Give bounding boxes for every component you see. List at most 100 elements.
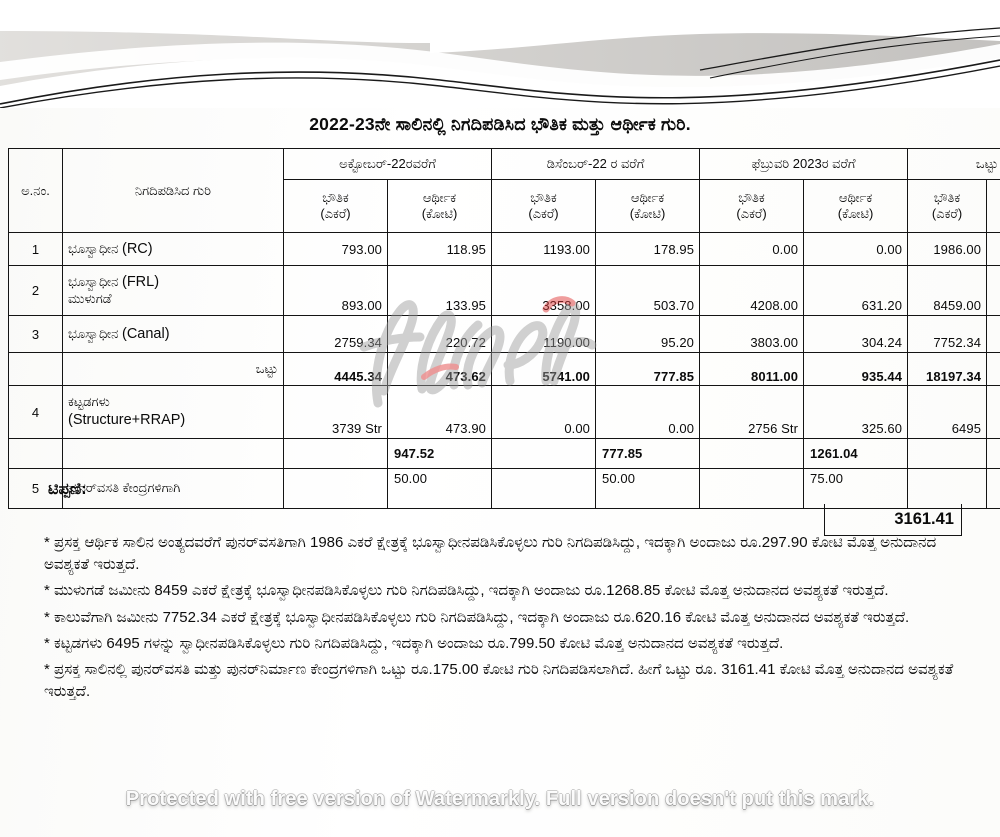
header-feb-physical-unit: (ಎಕರೆ) bbox=[736, 206, 767, 221]
decorative-banner bbox=[0, 0, 1000, 108]
rehab-oct-physical-blank bbox=[283, 468, 388, 509]
cell-struct-total-total-financial: 2986.41 bbox=[986, 438, 1000, 469]
cell-oct-financial: 220.72 bbox=[386, 315, 493, 353]
row-label-line1: ಭೂಸ್ವಾಧೀನ (FRL) bbox=[68, 273, 278, 292]
cell-dec-physical: 3358.00 bbox=[491, 265, 597, 316]
cell-struct-total-feb-financial: 1261.04 bbox=[803, 438, 909, 469]
note-item: * ಮುಳುಗಡೆ ಜಮೀನು 8459 ಎಕರೆ ಕ್ಷೇತ್ರಕ್ಕೆ ಭೂ… bbox=[44, 582, 889, 600]
header-total-financial-unit: (ಕೋಟಿ) bbox=[992, 206, 1000, 222]
table-row: 1 ಭೂಸ್ವಾಧೀನ (RC) 793.00 118.95 1193.00 1… bbox=[8, 232, 1000, 266]
cell-struct-total-oct-financial: 947.52 bbox=[386, 438, 493, 469]
header-period-february: ಫೆಬ್ರುವರಿ 2023ರ ವರೆಗೆ bbox=[699, 148, 909, 180]
grand-total-cell: 3161.41 bbox=[824, 504, 962, 536]
physical-financial-target-table: ಅ.ನಂ. ನಿಗದಿಪಡಿಸಿದ ಗುರಿ ಅಕ್ಟೋಬರ್-22ರವರೆಗೆ… bbox=[8, 148, 1000, 509]
struct-total-oct-physical-blank bbox=[283, 438, 388, 469]
row-sl: 4 bbox=[8, 385, 63, 439]
cell-total-physical: 6495 bbox=[907, 385, 988, 439]
watermarkly-text: Protected with free version of Watermark… bbox=[125, 787, 875, 810]
header-total-physical-text: ಭೌತಿಕ bbox=[933, 189, 961, 205]
struct-total-dec-physical-blank bbox=[491, 438, 597, 469]
row-label-line2: (Structure+RRAP) bbox=[68, 412, 186, 429]
header-oct-financial-unit: (ಕೋಟಿ) bbox=[421, 206, 458, 221]
cell-subtotal-feb-physical: 8011.00 bbox=[699, 352, 805, 386]
subtotal-label: ಒಟ್ಟು bbox=[62, 352, 284, 386]
rehab-total-physical-blank bbox=[907, 468, 988, 509]
header-period-december: ಡಿಸೆಂಬರ್-22 ರ ವರೆಗೆ bbox=[491, 148, 701, 180]
row-label: ಭೂಸ್ವಾಧೀನ (FRL) ಮುಳುಗಡೆ bbox=[62, 265, 284, 316]
table-header-group-row: ಅ.ನಂ. ನಿಗದಿಪಡಿಸಿದ ಗುರಿ ಅಕ್ಟೋಬರ್-22ರವರೆಗೆ… bbox=[8, 148, 1000, 233]
header-period-october: ಅಕ್ಟೋಬರ್-22ರವರೆಗೆ bbox=[282, 148, 493, 180]
header-oct-financial-text: ಆರ್ಥೀಕ bbox=[422, 189, 457, 205]
data-table: ಅ.ನಂ. ನಿಗದಿಪಡಿಸಿದ ಗುರಿ ಅಕ್ಟೋಬರ್-22ರವರೆಗೆ… bbox=[8, 148, 1000, 509]
row-label-line1: ಕಟ್ಟಡಗಳು bbox=[68, 394, 110, 410]
cell-subtotal-dec-financial: 777.85 bbox=[595, 352, 701, 386]
header-dec-financial-text: ಆರ್ಥೀಕ bbox=[630, 189, 665, 205]
cell-oct-physical: 893.00 bbox=[283, 265, 388, 316]
cell-oct-financial: 118.95 bbox=[386, 232, 493, 266]
table-header-sub-row: ಭೌತಿಕ (ಎಕರೆ) ಆರ್ಥೀಕ (ಕೋಟಿ) ಭೌತಿಕ (ಎಕರೆ) … bbox=[9, 179, 1000, 233]
cell-total-financial: 799.50 bbox=[986, 385, 1000, 439]
header-dec-physical: ಭೌತಿಕ (ಎಕರೆ) bbox=[491, 179, 597, 233]
cell-total-financial: 1268.85 bbox=[986, 265, 1000, 316]
header-oct-financial: ಆರ್ಥೀಕ (ಕೋಟಿ) bbox=[386, 179, 493, 233]
cell-feb-physical: 0.00 bbox=[699, 232, 805, 266]
header-feb-financial: ಆರ್ಥೀಕ (ಕೋಟಿ) bbox=[803, 179, 909, 233]
row-sl: 1 bbox=[8, 232, 63, 266]
row-sl: 5 bbox=[8, 468, 63, 509]
header-total-physical-unit: (ಎಕರೆ) bbox=[931, 206, 963, 221]
header-total-financial-text: ಆರ್ಥೀಕ bbox=[992, 190, 1000, 206]
cell-feb-physical: 4208.00 bbox=[699, 265, 805, 316]
cell-subtotal-total-financial: 2186.91 bbox=[986, 352, 1000, 386]
table-row: 4 ಕಟ್ಟಡಗಳು (Structure+RRAP) 3739 Str 473… bbox=[8, 385, 1000, 439]
rehab-dec-physical-blank bbox=[491, 468, 597, 509]
cell-rehab-feb-financial: 75.00 bbox=[803, 468, 909, 509]
header-feb-financial-unit: (ಕೋಟಿ) bbox=[837, 206, 874, 221]
cell-dec-financial: 0.00 bbox=[595, 385, 701, 439]
row-label-latin: (RC) bbox=[122, 240, 153, 257]
row-label-latin: (FRL) bbox=[122, 273, 160, 290]
cell-total-physical: 7752.34 bbox=[907, 315, 988, 353]
header-oct-physical: ಭೌತಿಕ (ಎಕರೆ) bbox=[283, 179, 388, 233]
note-item: * ಕಾಲುವೆಗಾಗಿ ಜಮೀನು 7752.34 ಎಕರೆ ಕ್ಷೇತ್ರಕ… bbox=[44, 608, 910, 626]
struct-total-feb-physical-blank bbox=[699, 438, 805, 469]
cell-dec-financial: 95.20 bbox=[595, 315, 701, 353]
cell-total-financial: 620.16 bbox=[986, 315, 1000, 353]
cell-total-physical: 1986.00 bbox=[907, 232, 988, 266]
cell-subtotal-total-physical: 18197.34 bbox=[907, 352, 988, 386]
note-item: * ಕಟ್ಟಡಗಳು 6495 ಗಳನ್ನು ಸ್ವಾಧೀನಪಡಿಸಿಕೊಳ್ಳ… bbox=[44, 634, 784, 652]
cell-rehab-total-financial: 175.00 bbox=[986, 468, 1000, 509]
cell-feb-physical: 2756 Str bbox=[699, 385, 805, 439]
cell-dec-physical: 0.00 bbox=[491, 385, 597, 439]
cell-dec-physical: 1190.00 bbox=[491, 315, 597, 353]
cell-feb-physical: 3803.00 bbox=[699, 315, 805, 353]
cell-oct-physical: 2759.34 bbox=[283, 315, 388, 353]
watermarkly-banner: Protected with free version of Watermark… bbox=[0, 782, 1000, 816]
struct-total-label-blank bbox=[62, 438, 284, 469]
cell-feb-financial: 631.20 bbox=[803, 265, 909, 316]
row-sl: 3 bbox=[8, 315, 63, 353]
cell-oct-physical: 793.00 bbox=[283, 232, 388, 266]
table-row: 5 ಪುನರ್‌ವಸತಿ ಕೇಂದ್ರಗಳಿಗಾಗಿ 50.00 50.00 7… bbox=[8, 468, 1000, 509]
cell-subtotal-dec-physical: 5741.00 bbox=[491, 352, 597, 386]
table-subtotal-row: ಒಟ್ಟು 4445.34 473.62 5741.00 777.85 8011… bbox=[8, 352, 1000, 386]
row-label-line2: ಮುಳುಗಡೆ bbox=[68, 291, 112, 307]
cell-feb-financial: 0.00 bbox=[803, 232, 909, 266]
row-label-kn: ಭೂಸ್ವಾಧೀನ bbox=[68, 240, 119, 256]
cell-struct-total-dec-financial: 777.85 bbox=[595, 438, 701, 469]
row-sl: 2 bbox=[8, 265, 63, 316]
row-label-kn: ಭೂಸ್ವಾಧೀನ bbox=[68, 325, 119, 341]
header-dec-financial-unit: (ಕೋಟಿ) bbox=[629, 206, 666, 221]
rehab-feb-physical-blank bbox=[699, 468, 805, 509]
cell-total-financial: 297.90 bbox=[986, 232, 1000, 266]
header-dec-financial: ಆರ್ಥೀಕ (ಕೋಟಿ) bbox=[595, 179, 701, 233]
cell-rehab-oct-financial: 50.00 bbox=[386, 468, 493, 509]
notes-section: * ಪ್ರಸಕ್ತ ಆರ್ಥಿಕ ಸಾಲಿನ ಅಂತ್ಯದವರೆಗೆ ಪುನರ್… bbox=[44, 532, 964, 707]
cell-dec-financial: 503.70 bbox=[595, 265, 701, 316]
header-dec-physical-unit: (ಎಕರೆ) bbox=[528, 206, 559, 221]
header-feb-physical-text: ಭೌತಿಕ bbox=[738, 189, 765, 205]
header-total-financial: ಆರ್ಥೀಕ (ಕೋಟಿ) bbox=[986, 179, 1000, 233]
row-label: ಭೂಸ್ವಾಧೀನ (Canal) bbox=[62, 315, 284, 353]
table-row: 3 ಭೂಸ್ವಾಧೀನ (Canal) 2759.34 220.72 1190.… bbox=[8, 315, 1000, 353]
cell-oct-physical: 3739 Str bbox=[283, 385, 388, 439]
